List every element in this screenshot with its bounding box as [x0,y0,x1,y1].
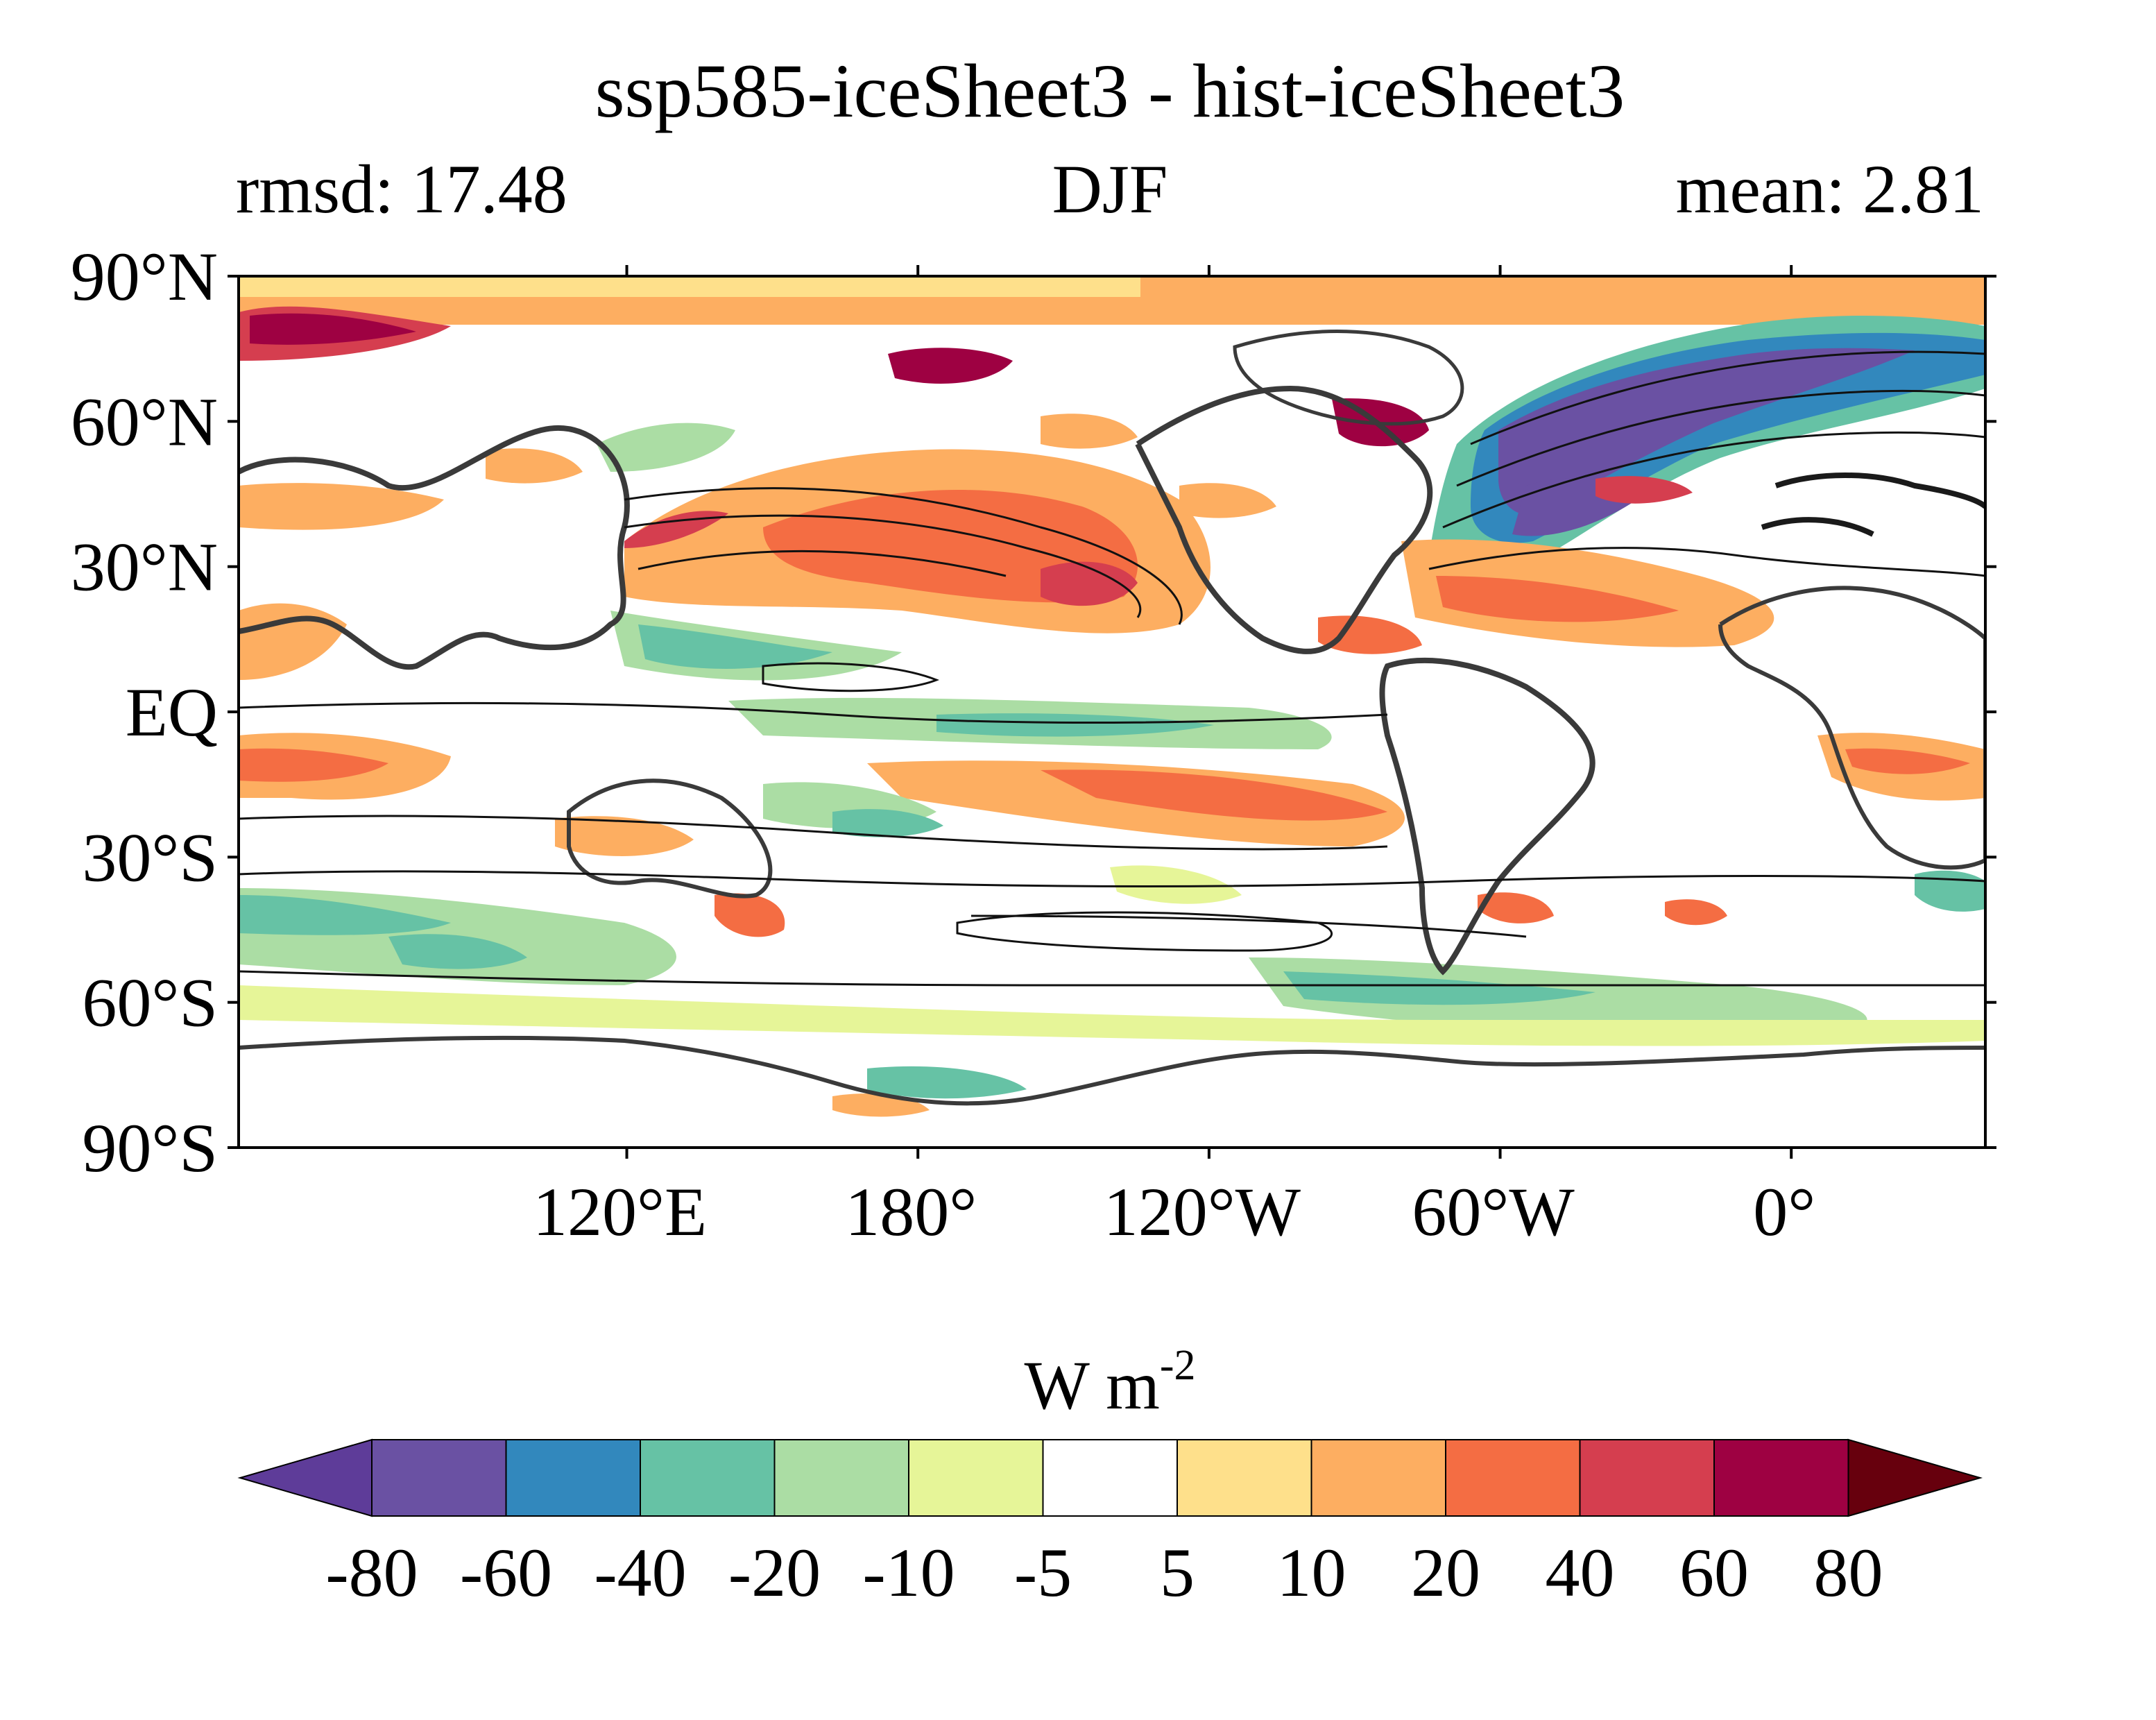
contour-line [239,815,1388,851]
colorbar-swatch [908,1439,1044,1517]
contour-line [956,911,1333,952]
colorbar-tick-label: 5 [1160,1534,1195,1611]
figure-title: ssp585-iceSheet3 - hist-iceSheet3 [595,49,1625,133]
colorbar-swatch [773,1439,909,1517]
colorbar-tick-label: 20 [1411,1534,1480,1611]
colorbar-tick-label: -5 [1014,1534,1072,1611]
colorbar-boxes [237,1438,1983,1517]
colorbar-swatch [1177,1439,1312,1517]
colorbar-tick-label: -60 [460,1534,552,1611]
colorbar-label: W m-2 [1024,1342,1195,1424]
lon-tick-label: 180° [845,1173,977,1250]
colorbar-swatch [1445,1439,1581,1517]
coastline-asia [239,425,630,670]
colorbar-swatch [640,1439,776,1517]
rmsd-label: rmsd: 17.48 [236,151,567,228]
colorbar-extend-high [1847,1438,1983,1517]
colorbar-tick-labels: -80 -60 -40 -20 -10 -5 5 10 20 40 60 80 [325,1534,1883,1611]
colorbar-tick-label: 40 [1546,1534,1615,1611]
coastline-australia [567,778,773,899]
contour-line [1456,389,1985,487]
contour-line [1428,547,1985,577]
colorbar: W m-2 -80 -60 -40 -20 -10 -5 5 10 20 40 60 80 [237,1342,1983,1611]
colorbar-tick-label: -40 [594,1534,686,1611]
contour-line [624,487,1183,625]
colorbar-tick-label: -20 [728,1534,821,1611]
colorbar-swatch [1042,1439,1178,1517]
contour-line [1470,350,1985,445]
colorbar-swatch [1579,1439,1715,1517]
colorbar-swatch [1713,1439,1849,1517]
colorbar-tick-label: 60 [1679,1534,1749,1611]
coastline-europe [1761,472,1985,537]
colorbar-tick-label: -80 [325,1534,418,1611]
lat-tick-label: 90°S [82,1109,218,1186]
lat-tick-label: 60°S [82,964,218,1041]
contour-line [239,870,1985,887]
coastline-greenland [1233,330,1464,426]
coastline-africa-europe [1718,586,1985,870]
colorbar-tick-label: 80 [1814,1534,1883,1611]
lat-tick-label: 30°N [71,529,218,606]
lon-tick-label: 0° [1753,1173,1815,1250]
colorbar-tick-label: 10 [1277,1534,1346,1611]
lat-tick-label: 60°N [71,383,218,460]
contour-lines [239,330,1985,1106]
contour-line [624,514,1142,618]
anomaly-field [239,276,1985,1117]
colorbar-label-exponent: -2 [1160,1342,1196,1389]
lat-tick-label: 90°N [71,238,218,315]
season-label: DJF [1052,151,1168,228]
longitude-axis: 120°E 180° 120°W 60°W 0° [533,265,1815,1250]
contour-line [762,662,940,692]
colorbar-swatch [1310,1439,1446,1517]
lat-tick-label: 30°S [82,819,218,896]
latitude-axis: 90°N 60°N 30°N EQ 30°S 60°S 90°S [71,238,1996,1186]
colorbar-tick-label: -10 [862,1534,955,1611]
contour-line [239,701,1388,724]
contour-line [1442,431,1985,529]
lon-tick-label: 120°E [533,1173,707,1250]
contour-line [970,914,1527,938]
lon-tick-label: 120°W [1104,1173,1301,1250]
colorbar-label-main: W m [1024,1347,1159,1424]
colorbar-extend-low [237,1438,373,1517]
coastline-north-america [1135,385,1433,654]
mean-label: mean: 2.81 [1676,151,1984,228]
colorbar-swatch [371,1439,507,1517]
contour-line [638,550,1007,577]
coastline-south-america [1379,657,1595,976]
lat-tick-label: EQ [126,674,218,751]
contour-line [239,970,1985,987]
colorbar-swatch [505,1439,641,1517]
coastline-antarctica [239,1035,1985,1106]
lon-tick-label: 60°W [1412,1173,1575,1250]
